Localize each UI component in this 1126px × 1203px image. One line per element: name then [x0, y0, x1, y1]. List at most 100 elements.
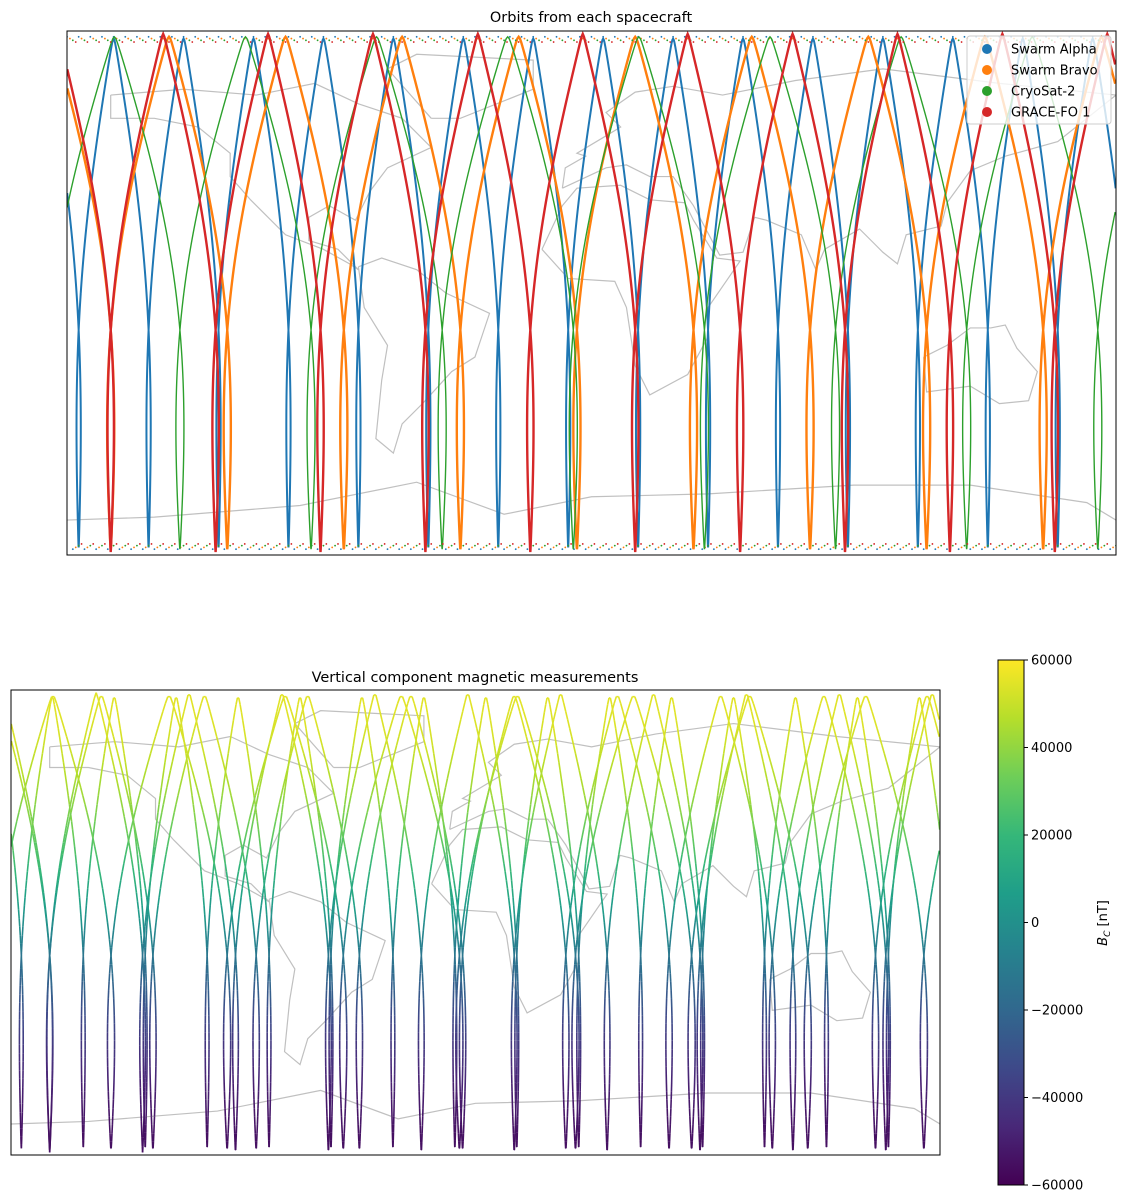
measurement-segment: [760, 905, 763, 915]
legend-marker: [982, 86, 992, 96]
measurement-segment: [198, 703, 202, 712]
polar-point: [817, 548, 820, 551]
measurement-segment: [779, 846, 783, 856]
measurement-segment: [630, 837, 633, 847]
polar-point: [325, 37, 328, 40]
measurement-segment: [766, 905, 769, 915]
measurement-segment: [552, 820, 557, 830]
polar-point: [404, 35, 406, 38]
measurement-segment: [525, 719, 530, 729]
measurement-segment: [17, 909, 20, 919]
polar-point: [386, 548, 389, 551]
measurement-segment: [162, 762, 166, 771]
measurement-segment: [558, 762, 561, 771]
measurement-segment: [377, 761, 382, 771]
polar-point: [299, 35, 302, 38]
polar-point: [669, 546, 672, 549]
measurement-segment: [606, 697, 610, 705]
measurement-segment: [283, 787, 287, 796]
measurement-segment: [230, 795, 234, 805]
polar-point: [812, 544, 814, 547]
measurement-segment: [659, 880, 663, 889]
measurement-segment: [573, 888, 576, 898]
polar-point: [809, 41, 811, 43]
measurement-segment: [700, 871, 704, 881]
polar-point: [1030, 546, 1033, 549]
measurement-segment: [274, 711, 278, 720]
measurement-segment: [378, 804, 381, 813]
polar-point: [590, 35, 593, 38]
measurement-segment: [556, 837, 560, 847]
measurement-segment: [738, 761, 743, 771]
measurement-segment: [780, 871, 784, 881]
measurement-segment: [919, 922, 923, 932]
measurement-segment: [327, 854, 332, 864]
measurement-segment: [598, 753, 602, 763]
polar-point: [593, 37, 596, 40]
measurement-segment: [479, 820, 483, 830]
measurement-segment: [157, 719, 162, 729]
measurement-segment: [103, 897, 107, 906]
polar-point: [115, 543, 118, 545]
measurement-segment: [643, 795, 647, 805]
measurement-segment: [736, 712, 740, 721]
polar-point: [153, 39, 156, 42]
measurement-segment: [211, 854, 216, 864]
measurement-segment: [77, 888, 81, 898]
polar-point: [293, 548, 296, 551]
measurement-segment: [823, 837, 827, 847]
polar-point: [1106, 543, 1109, 545]
measurement-segment: [667, 956, 670, 965]
polar-point: [348, 37, 351, 40]
measurement-segment: [722, 745, 726, 754]
polar-point: [1042, 546, 1045, 549]
measurement-segment: [406, 837, 410, 847]
measurement-segment: [445, 846, 448, 856]
measurement-segment: [266, 854, 270, 864]
measurement-segment: [666, 930, 669, 940]
polar-point: [610, 41, 613, 43]
measurement-segment: [676, 795, 680, 805]
measurement-segment: [437, 787, 441, 796]
measurement-segment: [31, 753, 36, 763]
measurement-segment: [405, 795, 409, 805]
polar-point: [564, 546, 567, 549]
measurement-segment: [866, 753, 870, 763]
measurement-segment: [894, 812, 898, 822]
measurement-segment: [254, 956, 257, 965]
polar-point: [217, 544, 220, 547]
measurement-segment: [385, 778, 390, 788]
measurement-segment: [273, 820, 277, 830]
measurement-segment: [432, 846, 436, 856]
polar-point: [374, 548, 377, 551]
measurement-segment: [513, 939, 517, 948]
polar-point: [357, 544, 360, 547]
measurement-segment: [514, 930, 517, 940]
polar-point: [803, 543, 806, 545]
measurement-segment: [40, 719, 45, 729]
measurement-segment: [170, 712, 174, 721]
measurement-segment: [148, 880, 152, 889]
measurement-segment: [607, 770, 612, 780]
measurement-segment: [550, 846, 554, 856]
measurement-segment: [641, 913, 644, 923]
measurement-segment: [774, 778, 779, 788]
measurement-segment: [613, 880, 616, 889]
measurement-segment: [911, 736, 916, 746]
measurement-segment: [300, 744, 305, 754]
measurement-segment: [194, 821, 198, 830]
polar-point: [468, 39, 471, 42]
measurement-segment: [876, 728, 881, 738]
measurement-segment: [355, 720, 359, 729]
measurement-segment: [160, 871, 164, 881]
measurement-segment: [436, 820, 440, 830]
measurement-segment: [808, 973, 811, 982]
measurement-segment: [204, 922, 207, 931]
measurement-segment: [80, 922, 83, 931]
measurement-segment: [629, 696, 634, 704]
polar-point: [820, 546, 823, 549]
measurement-segment: [425, 897, 428, 906]
measurement-segment: [646, 854, 650, 864]
measurement-segment: [702, 863, 706, 872]
polar-point: [951, 35, 954, 38]
